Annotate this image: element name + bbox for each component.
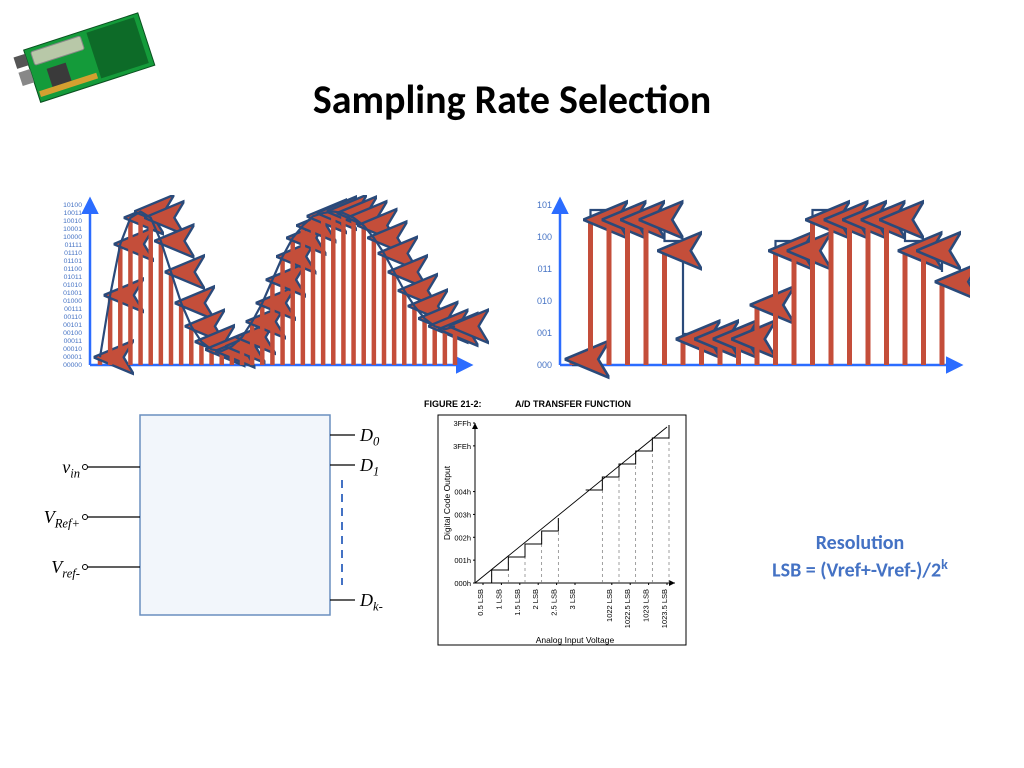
svg-text:000: 000 xyxy=(537,360,552,370)
svg-text:01110: 01110 xyxy=(64,250,82,257)
svg-text:1023 LSB: 1023 LSB xyxy=(642,589,651,622)
page-title: Sampling Rate Selection xyxy=(0,75,1024,124)
svg-text:1022.5 LSB: 1022.5 LSB xyxy=(623,589,632,628)
svg-text:01101: 01101 xyxy=(64,258,83,265)
svg-text:00110: 00110 xyxy=(64,314,83,321)
transfer-function-figure: FIGURE 21-2: A/D TRANSFER FUNCTION Digital… xyxy=(420,395,690,650)
svg-text:002h: 002h xyxy=(454,533,471,542)
svg-text:2.5 LSB: 2.5 LSB xyxy=(550,589,559,616)
svg-text:00011: 00011 xyxy=(64,338,83,345)
svg-text:Digital Code Output: Digital Code Output xyxy=(442,465,452,540)
svg-text:00001: 00001 xyxy=(63,354,82,361)
svg-text:00111: 00111 xyxy=(64,306,82,313)
svg-text:2 LSB: 2 LSB xyxy=(531,589,540,609)
svg-text:3FEh: 3FEh xyxy=(453,442,471,451)
svg-text:00010: 00010 xyxy=(63,346,82,353)
resolution-line1: Resolution xyxy=(720,530,1000,556)
svg-text:01001: 01001 xyxy=(63,290,82,297)
svg-text:00000: 00000 xyxy=(63,362,82,369)
label-dk: Dk- xyxy=(360,590,400,615)
svg-text:00100: 00100 xyxy=(63,330,82,337)
svg-text:Analog Input Voltage: Analog Input Voltage xyxy=(536,635,615,645)
label-vin: vin xyxy=(30,457,80,482)
label-vref-minus: Vref- xyxy=(30,557,80,582)
svg-text:001: 001 xyxy=(537,328,552,338)
svg-text:FIGURE 21-2:: FIGURE 21-2: xyxy=(424,399,482,409)
svg-text:100: 100 xyxy=(537,232,552,242)
svg-text:001h: 001h xyxy=(454,556,471,565)
chart-high-res-sampling: 1010010011100101000110000011110111001101… xyxy=(30,195,490,380)
svg-text:01000: 01000 xyxy=(63,298,82,305)
svg-text:000h: 000h xyxy=(454,579,471,588)
svg-text:01011: 01011 xyxy=(64,274,83,281)
svg-text:003h: 003h xyxy=(454,510,471,519)
label-d1: D1 xyxy=(360,455,400,480)
svg-text:1022 LSB: 1022 LSB xyxy=(605,589,614,622)
svg-text:01100: 01100 xyxy=(64,266,83,273)
svg-text:1023.5 LSB: 1023.5 LSB xyxy=(660,589,669,628)
svg-text:010: 010 xyxy=(537,296,552,306)
svg-text:004h: 004h xyxy=(454,488,471,497)
svg-text:3FFh: 3FFh xyxy=(453,419,471,428)
svg-text:A/D TRANSFER FUNCTION: A/D TRANSFER FUNCTION xyxy=(515,399,631,409)
resolution-line2: LSB = (Vref+-Vref-)/2k xyxy=(720,556,1000,584)
svg-text:10001: 10001 xyxy=(63,226,82,233)
label-vref-plus: VRef+ xyxy=(30,507,80,532)
svg-text:3 LSB: 3 LSB xyxy=(568,589,577,609)
svg-text:0.5 LSB: 0.5 LSB xyxy=(476,589,485,616)
resolution-formula: Resolution LSB = (Vref+-Vref-)/2k xyxy=(720,530,1000,584)
svg-text:01010: 01010 xyxy=(63,282,82,289)
svg-text:101: 101 xyxy=(537,200,552,210)
svg-text:10100: 10100 xyxy=(63,202,82,209)
svg-text:01111: 01111 xyxy=(65,242,83,249)
label-d0: D0 xyxy=(360,425,400,450)
charts-row: 1010010011100101000110000011110111001101… xyxy=(30,195,990,380)
chart-low-res-sampling: 101 100 011 010 001 000 xyxy=(510,195,970,380)
svg-text:1 LSB: 1 LSB xyxy=(494,589,503,609)
svg-text:1.5 LSB: 1.5 LSB xyxy=(513,589,522,616)
svg-text:10010: 10010 xyxy=(63,218,82,225)
svg-text:011: 011 xyxy=(538,264,552,274)
svg-text:10000: 10000 xyxy=(63,234,82,241)
svg-text:10011: 10011 xyxy=(64,210,83,217)
svg-text:00101: 00101 xyxy=(63,322,82,329)
